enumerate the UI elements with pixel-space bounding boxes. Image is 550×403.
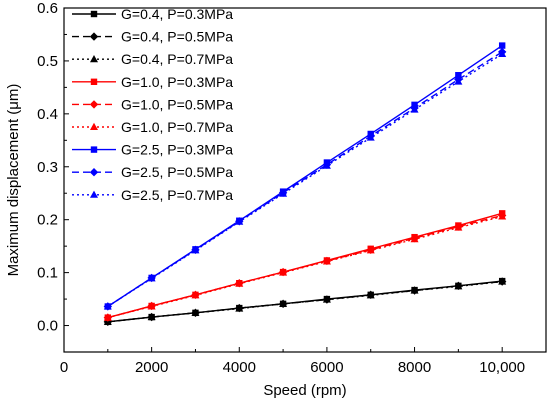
y-axis-title: Maximum displacement (μm) [5,84,22,277]
y-tick-label: 0.5 [37,53,58,70]
data-point [235,217,244,225]
series-8 [103,49,507,310]
data-point [366,133,375,141]
legend-item: G=1.0, P=0.5MPa [72,96,233,112]
data-point [454,223,463,231]
legend-swatch-marker [89,100,99,109]
legend-swatch-marker [90,55,98,63]
data-point [191,308,200,316]
y-tick-label: 0.2 [37,212,58,229]
legend-label: G=0.4, P=0.5MPa [121,29,233,45]
data-point [498,49,507,58]
data-point [147,274,156,282]
x-tick-label: 6000 [310,359,343,376]
legend-label: G=1.0, P=0.5MPa [121,96,233,112]
legend-swatch-marker [89,168,99,177]
legend-label: G=0.4, P=0.3MPa [121,6,233,22]
data-point [147,312,156,321]
legend-swatch-marker [89,32,99,41]
legend-label: G=2.5, P=0.5MPa [121,164,233,180]
series-layer [103,42,507,327]
series-line [107,214,503,319]
legend-item: G=2.5, P=0.3MPa [72,142,233,158]
legend-item: G=0.4, P=0.3MPa [72,6,233,22]
legend-label: G=1.0, P=0.7MPa [121,119,233,135]
y-tick-label: 0.4 [37,106,58,123]
data-point [322,161,331,169]
data-point [103,313,112,321]
data-point [235,279,244,287]
data-point [498,212,507,220]
x-tick-label: 4000 [223,359,256,376]
legend-label: G=0.4, P=0.7MPa [121,51,233,67]
legend-swatch-marker [90,146,98,153]
data-point [498,42,506,49]
data-point [454,77,463,85]
series-line [107,280,503,323]
series-line [107,53,503,308]
y-tick-label: 0.3 [37,159,58,176]
plot-frame [63,7,547,353]
series-5 [103,212,507,321]
y-tick-label: 0.1 [37,265,58,282]
legend-label: G=1.0, P=0.3MPa [121,74,233,90]
x-axis: 0 2000 4000 6000 8000 10,000 [60,347,525,376]
series-line [107,51,503,308]
data-point [454,282,463,290]
legend-item: G=1.0, P=0.3MPa [72,74,233,90]
legend-swatch-marker [90,122,98,130]
legend: G=0.4, P=0.3MPa G=0.4, P=0.5MPa G=0.4, P=0… [72,6,233,203]
data-point [410,235,419,243]
legend-label: G=2.5, P=0.3MPa [121,142,233,158]
data-point [191,291,200,299]
data-point [279,299,288,307]
y-tick-label: 0.0 [37,318,58,335]
y-tick-label: 0.6 [37,0,58,17]
legend-swatch-marker [90,10,98,18]
data-point [498,277,507,285]
x-tick-label: 2000 [135,359,168,376]
x-axis-title: Speed (rpm) [263,382,346,399]
series-3 [104,210,506,321]
legend-label: G=2.5, P=0.7MPa [121,187,233,203]
data-point [366,246,375,254]
data-point [410,105,419,113]
legend-swatch-marker [90,190,98,198]
series-1 [103,277,507,327]
series-4 [103,211,507,322]
data-point [322,295,331,303]
legend-item: G=2.5, P=0.7MPa [72,187,233,203]
data-point [147,302,156,310]
series-2 [103,277,507,325]
y-axis: 0.0 0.1 0.2 0.3 0.4 0.5 0.6 [37,0,69,335]
legend-item: G=0.4, P=0.7MPa [72,51,233,67]
data-point [410,286,419,294]
x-tick-label: 10,000 [479,359,525,376]
data-point [366,291,375,299]
data-point [279,268,288,276]
data-point [103,302,112,310]
data-point [455,72,462,79]
data-point [279,189,288,197]
data-point [191,246,200,254]
data-point [235,304,244,312]
legend-item: G=2.5, P=0.5MPa [72,164,233,180]
legend-item: G=0.4, P=0.5MPa [72,29,233,45]
legend-item: G=1.0, P=0.7MPa [72,119,233,135]
plot-border [63,7,547,353]
x-tick-label: 8000 [398,359,431,376]
data-point [322,257,331,265]
x-tick-label: 0 [60,359,68,376]
legend-swatch-marker [90,78,98,85]
